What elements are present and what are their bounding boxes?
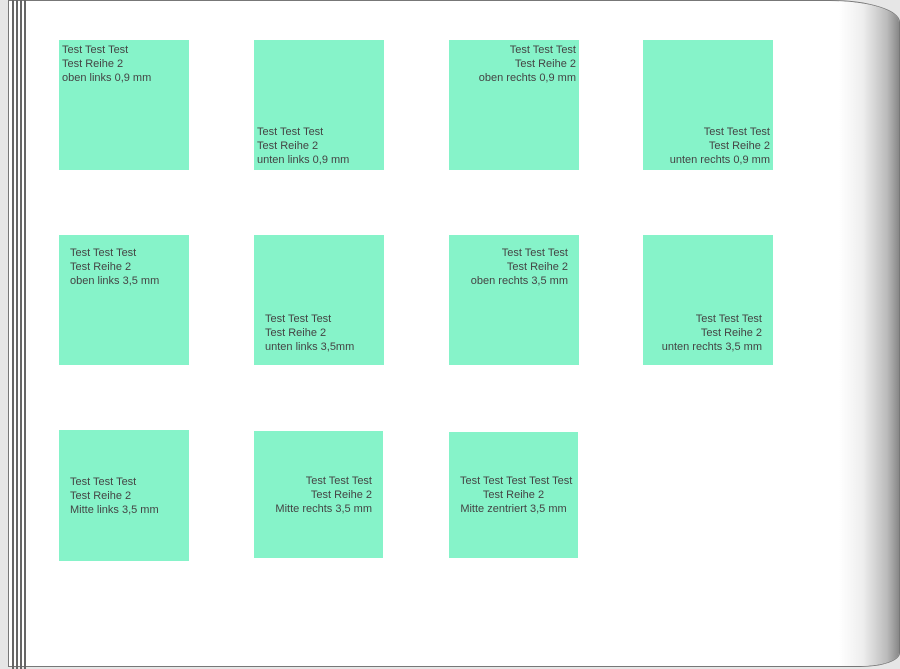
text-line: Test Test Test [501,247,568,259]
text-line: Test Test Test [695,313,762,325]
text-line: Test Reihe 2 [700,327,762,339]
text-frame[interactable]: Test Test Test Test Test Test Reihe 2 Mitt… [449,432,578,558]
text-frame[interactable]: Test Test Test Test Reihe 2 oben rechts 0,… [449,40,579,170]
text-frame[interactable]: Test Test Test Test Reihe 2 unten links 0,… [254,40,384,170]
text-line: Test Test Test [62,44,129,56]
text-line: Test Reihe 2 [62,58,124,70]
text-line: Test Reihe 2 [310,488,372,501]
text-line: Test Test Test [70,475,137,488]
text-line: unten links 0,9 mm [257,154,350,166]
text-frame[interactable]: Test Test Test Test Reihe 2 oben links 0,9… [59,40,189,170]
text-line: Test Test Test [265,313,332,325]
text-frame[interactable]: Test Test Test Test Reihe 2 oben rechts 3,… [449,235,579,365]
text-line: Test Reihe 2 [70,261,132,273]
page-curl [839,1,899,666]
text-line: Test Test Test [509,44,576,56]
text-line: Test Reihe 2 [506,261,568,273]
text-line: Test Reihe 2 [257,140,319,152]
text-line: oben rechts 0,9 mm [478,72,576,84]
text-line: oben links 0,9 mm [62,72,152,84]
text-line: Test Reihe 2 [265,327,327,339]
page-stack-edge [10,0,30,669]
text-line: Test Reihe 2 [708,140,770,152]
text-line: Test Reihe 2 [482,489,545,501]
text-line: Test Reihe 2 [70,489,132,502]
text-line: Mitte zentriert 3,5 mm [460,503,567,515]
text-line: Test Test Test [257,126,324,138]
text-line: unten rechts 3,5 mm [661,341,762,353]
text-frame[interactable]: Test Test Test Test Reihe 2 Mitte links 3,… [59,430,189,561]
text-line: oben links 3,5 mm [70,275,160,287]
text-frame[interactable]: Test Test Test Test Reihe 2 oben links 3,5… [59,235,189,365]
text-line: oben rechts 3,5 mm [470,275,568,287]
text-line: Mitte rechts 3,5 mm [275,502,372,515]
text-line: Test Reihe 2 [514,58,576,70]
text-line: Mitte links 3,5 mm [70,503,159,516]
text-line: unten rechts 0,9 mm [669,154,770,166]
text-frame[interactable]: Test Test Test Test Reihe 2 unten links 3,… [254,235,384,365]
text-line: Test Test Test [703,126,770,138]
text-line: unten links 3,5mm [265,341,355,353]
text-line: Test Test Test [70,247,137,259]
text-line: Test Test Test Test Test [460,475,573,487]
text-line: Test Test Test [305,474,372,487]
text-frame[interactable]: Test Test Test Test Reihe 2 unten rechts 3… [643,235,773,365]
text-frame[interactable]: Test Test Test Test Reihe 2 unten rechts 0… [643,40,773,170]
text-frame[interactable]: Test Test Test Test Reihe 2 Mitte rechts 3… [254,431,383,558]
